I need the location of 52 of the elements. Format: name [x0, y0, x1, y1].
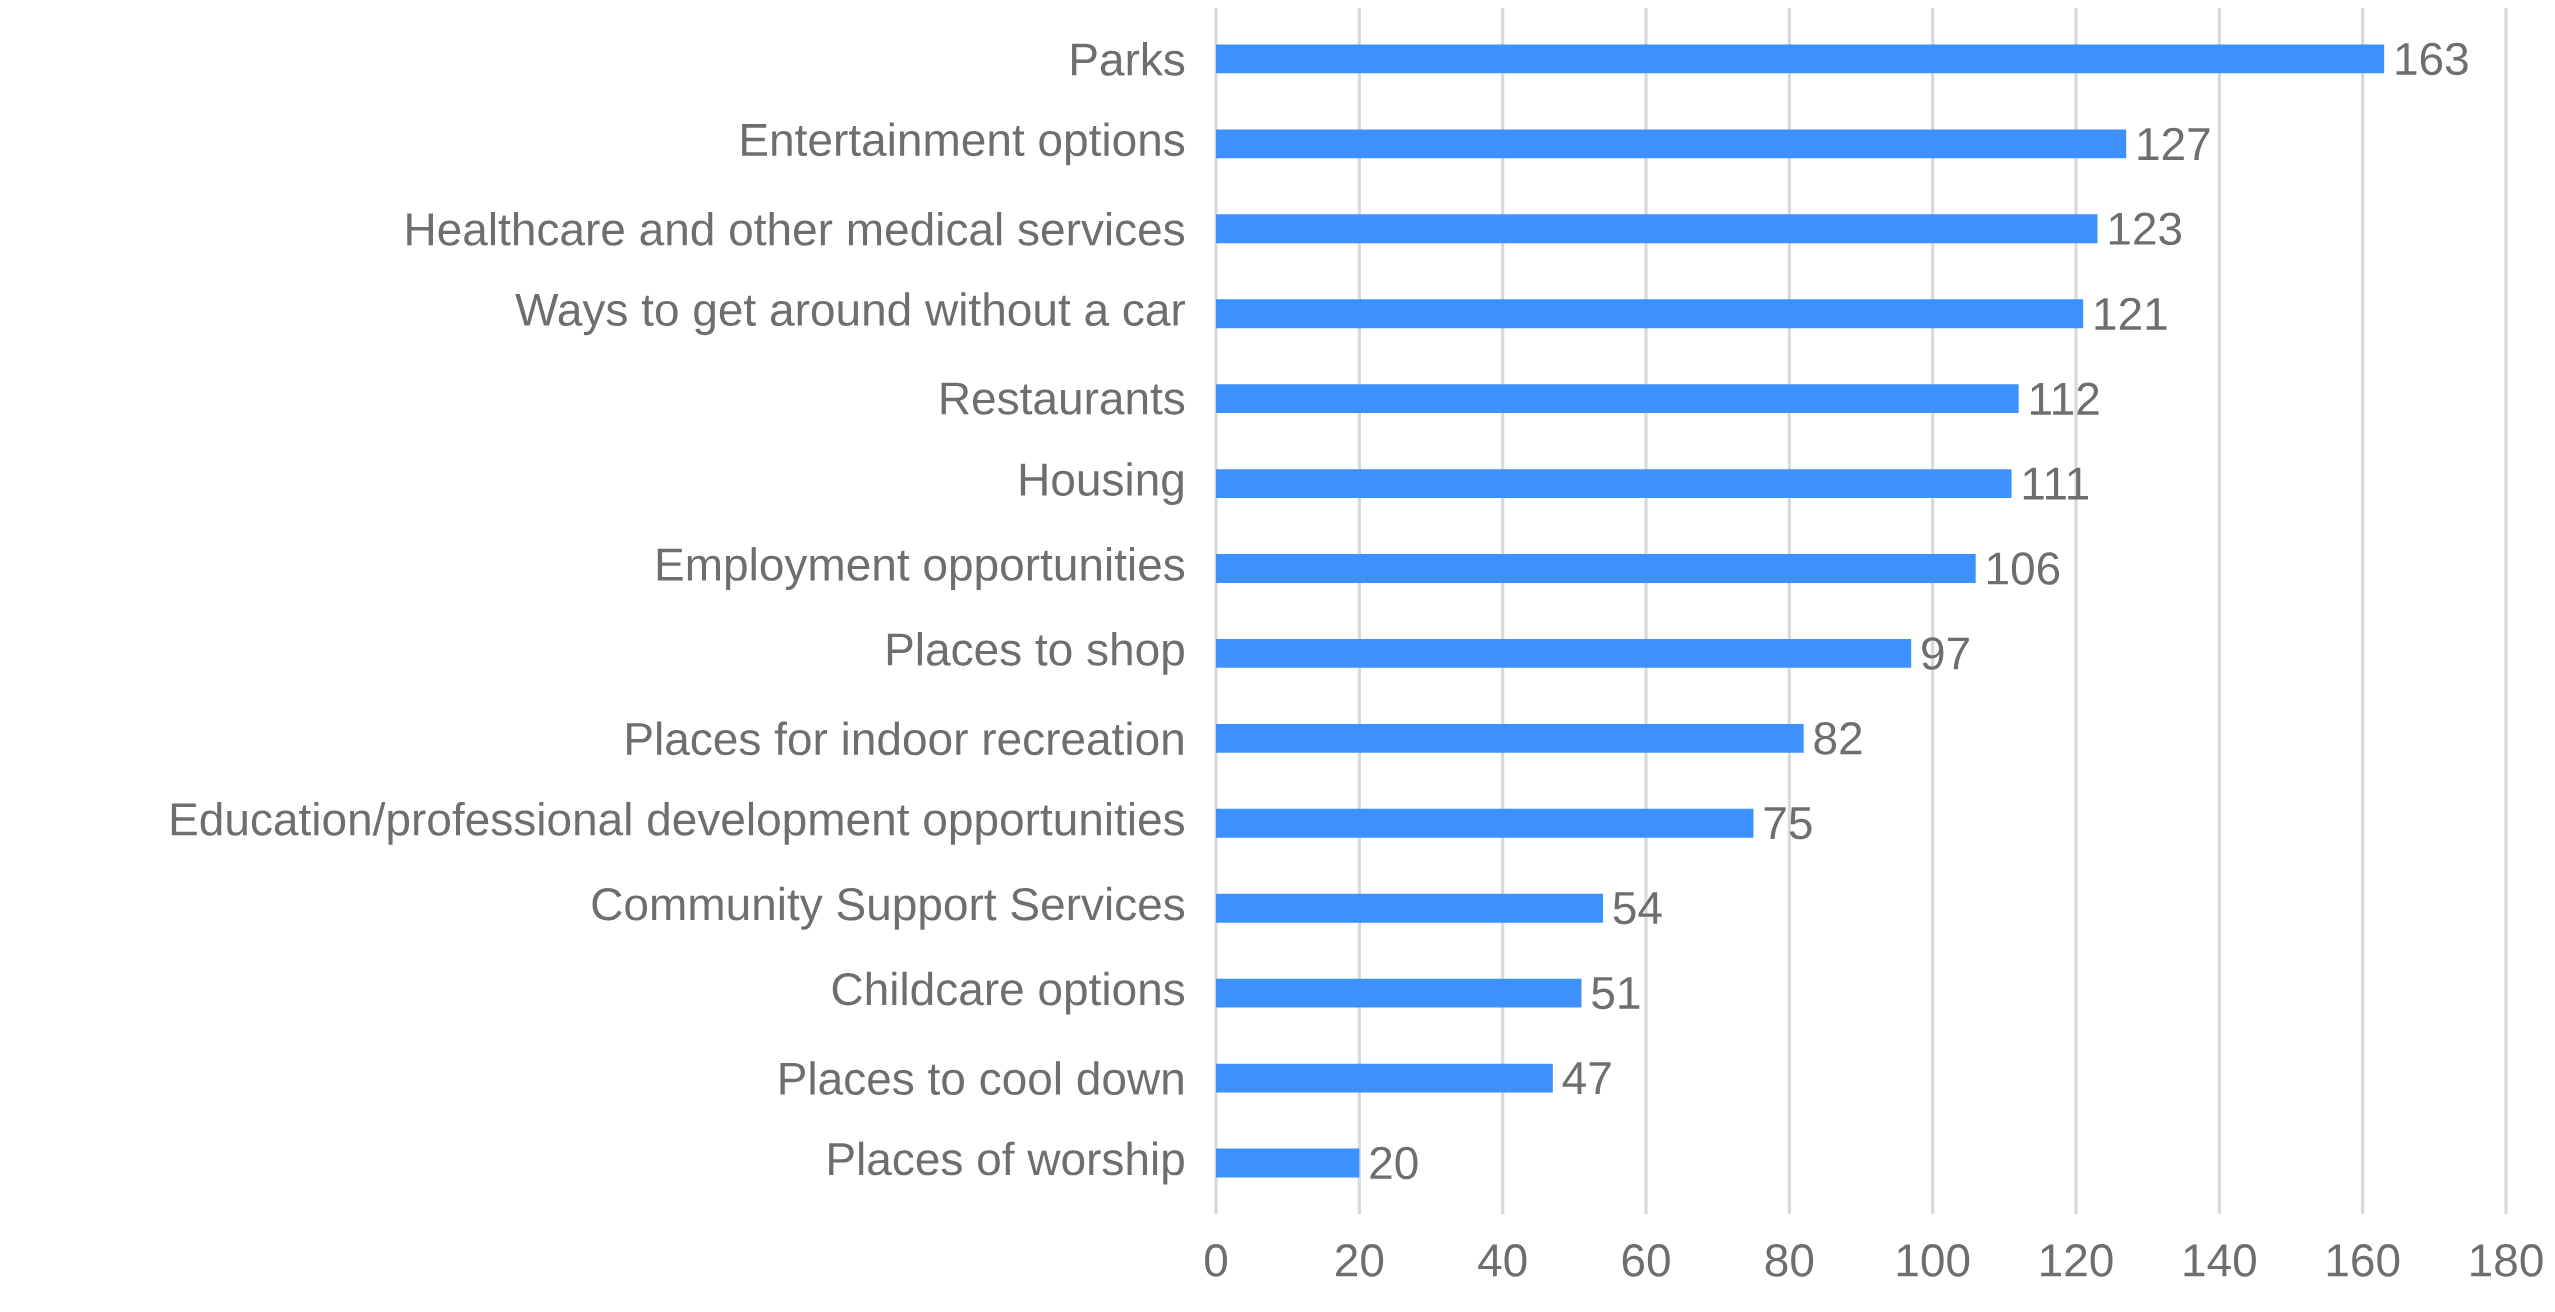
x-tick-label: 160 [2327, 1244, 2400, 1277]
data-label: 163 [2396, 42, 2468, 76]
bar [1216, 129, 2127, 159]
bar [1216, 554, 1976, 583]
x-tick-label: 20 [1336, 1244, 1384, 1277]
y-tick-label: Places of worship [829, 1141, 1184, 1185]
bar [1216, 469, 2012, 499]
y-tick-label: Places for indoor recreation [627, 721, 1183, 756]
data-label: 111 [2023, 467, 2088, 500]
bar [1216, 893, 1604, 923]
bar [1216, 978, 1582, 1008]
y-tick-label: Parks [1072, 42, 1185, 76]
y-tick-label: Ways to get around without a car [515, 292, 1185, 336]
data-label: 54 [1613, 892, 1662, 925]
data-label: 82 [1814, 722, 1862, 755]
x-tick-label: 0 [1205, 1244, 1227, 1277]
bar [1216, 1063, 1553, 1093]
x-tick-label: 80 [1765, 1244, 1814, 1277]
data-label: 121 [2095, 297, 2167, 330]
y-tick-label: Places to shop [887, 632, 1184, 675]
data-label: 47 [1562, 1062, 1611, 1094]
data-label: 123 [2109, 212, 2181, 246]
y-tick-label: Education/professional development opportunities [171, 801, 1184, 845]
x-tick-label: 140 [2184, 1244, 2256, 1277]
x-tick-label: 180 [2471, 1244, 2543, 1277]
y-tick-label: Healthcare and other medical services [407, 211, 1185, 246]
bar [1216, 808, 1754, 838]
y-tick-label: Places to cool down [780, 1061, 1183, 1095]
data-label: 75 [1764, 807, 1812, 840]
x-tick-label: 60 [1622, 1244, 1670, 1277]
bar [1216, 299, 2084, 329]
y-tick-label: Childcare options [832, 971, 1185, 1015]
y-tick-label: Community Support Services [592, 886, 1185, 930]
data-label: 20 [1370, 1146, 1418, 1180]
data-label: 112 [2031, 382, 2099, 415]
bar [1216, 214, 2098, 244]
y-tick-label: Restaurants [941, 382, 1185, 415]
x-tick-label: 100 [1897, 1244, 1970, 1277]
y-tick-label: Entertainment options [742, 122, 1185, 166]
bar [1216, 1148, 1360, 1178]
bar [1216, 639, 1912, 668]
bar [1216, 384, 2019, 414]
bar [1216, 44, 2385, 74]
data-label: 106 [1988, 552, 2060, 585]
x-tick-label: 120 [2041, 1244, 2113, 1277]
y-tick-label: Employment opportunities [657, 547, 1185, 590]
bar [1216, 723, 1804, 753]
x-tick-label: 40 [1478, 1244, 1527, 1277]
y-tick-label: Housing [1020, 462, 1183, 505]
data-label: 127 [2138, 127, 2210, 160]
data-label: 51 [1592, 977, 1640, 1010]
data-label: 97 [1922, 637, 1969, 670]
